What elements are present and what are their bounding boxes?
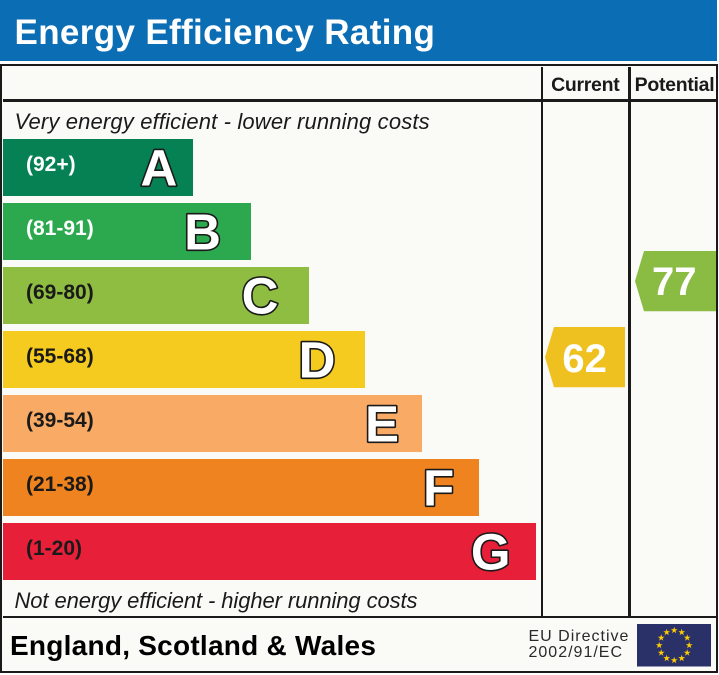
svg-text:62: 62 — [562, 337, 607, 381]
svg-text:A: A — [140, 140, 177, 197]
svg-text:E: E — [364, 396, 398, 453]
svg-text:F: F — [423, 460, 454, 517]
svg-text:G: G — [470, 524, 510, 581]
svg-text:B: B — [184, 204, 221, 261]
svg-text:D: D — [298, 332, 335, 389]
svg-text:C: C — [241, 268, 278, 325]
svg-text:77: 77 — [652, 260, 697, 304]
